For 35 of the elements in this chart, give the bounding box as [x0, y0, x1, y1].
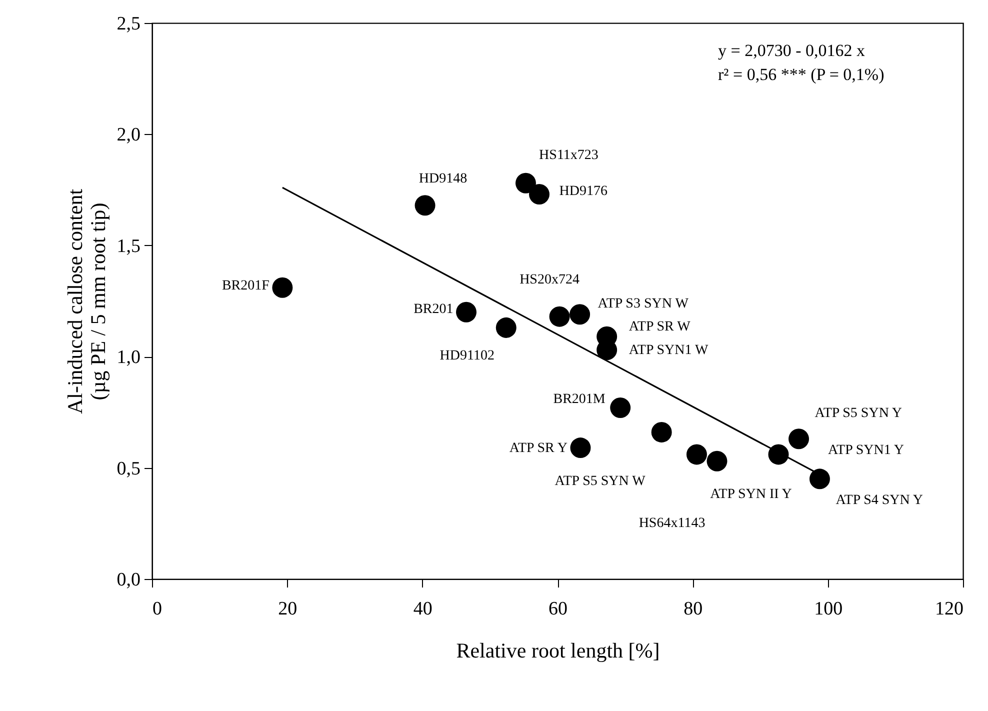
annotation: ATP SYN II Y — [710, 487, 792, 502]
x-tick-label: 20 — [278, 598, 298, 620]
y-tick-label: 0,0 — [116, 570, 140, 590]
annotation: y = 2,0730 - 0,0162 x — [718, 41, 866, 60]
annotation: ATP S3 SYN W — [598, 296, 690, 312]
y-tick-label: 2,5 — [116, 14, 140, 34]
annotation: ATP SYN1 W — [628, 342, 709, 358]
annotation: HS20x724 — [520, 272, 580, 288]
annotation: BR201F — [222, 278, 270, 294]
x-tick-label: 40 — [413, 598, 432, 620]
x-tick-label: 120 — [935, 598, 964, 620]
x-tick-label: 0 — [152, 598, 162, 620]
y-tick-label: 2,0 — [116, 124, 140, 146]
x-tick-label: 80 — [684, 598, 703, 620]
annotation: BR201 — [414, 302, 454, 318]
annotation: HD9148 — [418, 171, 468, 186]
x-axis-title: Relative root length [%] — [456, 638, 660, 662]
annotation: ATP S4 SYN Y — [836, 492, 923, 508]
annotation: r² = 0,56 *** (P = 0,1%) — [718, 65, 884, 84]
y-axis-title: Al-induced callose content (µg PE / 5 mm root tip) — [62, 188, 110, 414]
annotation: ATP SYN1 Y — [828, 443, 904, 458]
y-tick-label: 1,5 — [116, 236, 140, 257]
annotation: ATP S5 SYN Y — [814, 406, 902, 421]
annotation: HD91102 — [440, 348, 494, 364]
annotation: HS64x1143 — [638, 516, 706, 531]
annotation: HS11x723 — [539, 148, 598, 164]
annotation: ATP SR Y — [509, 440, 568, 456]
annotation: ATP S5 SYN W — [554, 474, 646, 489]
y-tick-label: 1,0 — [116, 347, 140, 368]
x-tick-label: 100 — [814, 598, 843, 620]
x-tick-label: 60 — [548, 598, 568, 620]
annotation: BR201M — [553, 392, 606, 407]
y-tick-label: 0,5 — [116, 458, 140, 480]
annotation: ATP SR W — [628, 320, 692, 335]
annotation: HD9176 — [559, 184, 608, 200]
